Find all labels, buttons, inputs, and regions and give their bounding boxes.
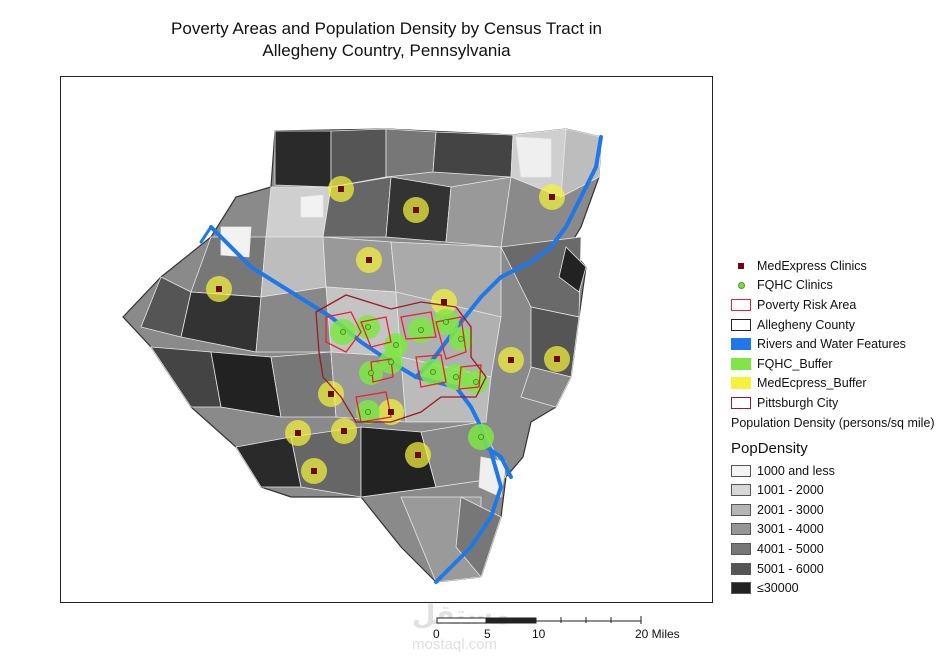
- pittsburgh-city-boundary: [315, 294, 487, 423]
- map-title: Poverty Areas and Population Density by …: [60, 18, 713, 62]
- legend-label: FQHC_Buffer: [757, 356, 833, 371]
- density-swatch: [731, 464, 751, 477]
- legend-label: Pittsburgh City: [757, 395, 839, 410]
- fqhc-clinics: [339, 318, 484, 440]
- medexpress-buffer-fill-icon: [731, 377, 751, 390]
- legend-label: Rivers and Water Features: [757, 337, 906, 352]
- density-swatch: [731, 542, 751, 555]
- density-caption: Population Density (persons/sq mile): [731, 415, 935, 430]
- density-class-label: 2001 - 3000: [757, 502, 824, 517]
- density-class-row: 1001 - 2000: [731, 480, 949, 500]
- density-swatch: [731, 503, 751, 516]
- scale-tick-0: 0: [433, 627, 440, 641]
- legend-row-fqhc: FQHC Clinics: [731, 276, 949, 296]
- medexpress-clinics: [216, 186, 560, 474]
- density-class-label: 1001 - 2000: [757, 483, 824, 498]
- legend-label: Allegheny County: [757, 317, 855, 332]
- density-swatch: [731, 562, 751, 575]
- fqhc-buffer-fill-icon: [731, 357, 751, 370]
- density-class-row: 3001 - 4000: [731, 520, 949, 540]
- county-map: [122, 128, 603, 584]
- map-legend: MedExpress Clinics FQHC Clinics Poverty …: [731, 256, 949, 598]
- poverty-risk-areas: [325, 311, 482, 423]
- density-swatch: [731, 484, 751, 497]
- density-class-label: 5001 - 6000: [757, 561, 824, 576]
- legend-row-poverty: Poverty Risk Area: [731, 295, 949, 315]
- density-class-row: 5001 - 6000: [731, 559, 949, 579]
- legend-row-county: Allegheny County: [731, 315, 949, 335]
- scale-tick-5: 5: [484, 627, 491, 641]
- legend-row-rivers: Rivers and Water Features: [731, 334, 949, 354]
- legend-label: MedEcpress_Buffer: [757, 376, 867, 391]
- scale-tick-20: 20 Miles: [635, 627, 680, 641]
- pittsburgh-outline-icon: [731, 396, 751, 409]
- scale-bar: 0 5 10 20 Miles: [433, 615, 686, 655]
- poverty-outline-icon: [731, 298, 751, 311]
- title-line-2: Allegheny Country, Pennsylvania: [262, 41, 511, 60]
- density-field-heading: PopDensity: [731, 439, 808, 457]
- legend-row-pittsburgh: Pittsburgh City: [731, 393, 949, 413]
- density-class-label: 4001 - 5000: [757, 541, 824, 556]
- density-class-row: ≤30000: [731, 578, 949, 598]
- density-class-label: ≤30000: [757, 581, 799, 596]
- legend-label: FQHC Clinics: [757, 278, 833, 293]
- watermark-logo: مستقل: [412, 600, 511, 631]
- density-class-row: 4001 - 5000: [731, 539, 949, 559]
- scale-tick-10: 10: [532, 627, 546, 641]
- legend-row-medexpress-buffer: MedEcpress_Buffer: [731, 374, 949, 394]
- density-class-label: 1000 and less: [757, 463, 835, 478]
- river-fill-icon: [731, 338, 751, 351]
- legend-label: MedExpress Clinics: [757, 258, 867, 273]
- density-swatch: [731, 582, 751, 595]
- density-class-list: 1000 and less 1001 - 2000 2001 - 3000 3001 …: [731, 461, 949, 598]
- square-marker-icon: [731, 260, 751, 272]
- legend-label: Poverty Risk Area: [757, 297, 857, 312]
- map-frame: [60, 76, 713, 603]
- watermark-sub: mostaql.com: [412, 636, 498, 653]
- legend-row-medexpress: MedExpress Clinics: [731, 256, 949, 276]
- watermark-text: مستقل: [412, 600, 511, 631]
- density-swatch: [731, 523, 751, 536]
- dot-marker-icon: [731, 279, 751, 291]
- county-outline-icon: [731, 318, 751, 331]
- density-class-label: 3001 - 4000: [757, 522, 824, 537]
- title-line-1: Poverty Areas and Population Density by …: [171, 19, 602, 38]
- scale-bar-graphic: [436, 616, 642, 624]
- density-class-row: 2001 - 3000: [731, 500, 949, 520]
- legend-row-fqhc-buffer: FQHC_Buffer: [731, 354, 949, 374]
- density-class-row: 1000 and less: [731, 461, 949, 481]
